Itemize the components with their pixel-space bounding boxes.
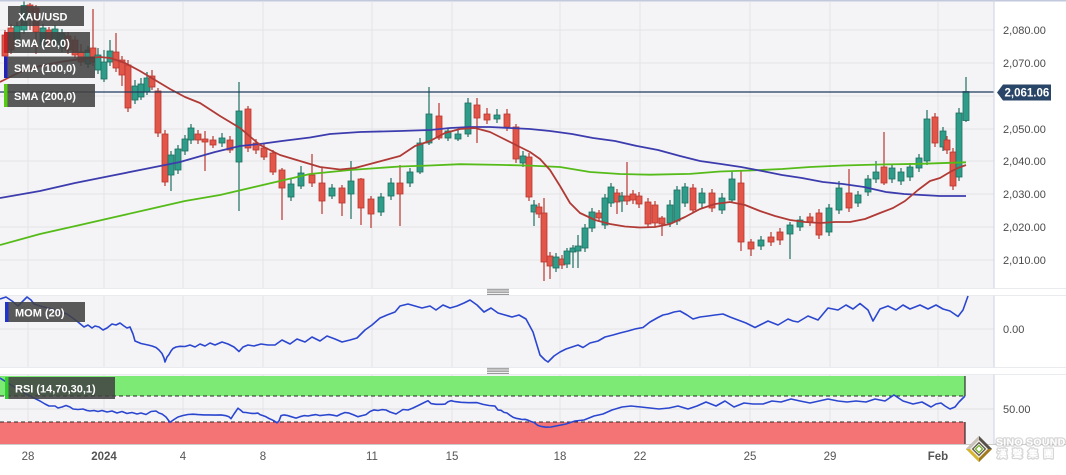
svg-text:SMA (20,0): SMA (20,0) [14,38,70,50]
svg-text:2024: 2024 [91,451,117,463]
svg-text:XAU/USD: XAU/USD [18,12,68,24]
svg-text:22: 22 [634,451,647,463]
svg-text:25: 25 [744,451,757,463]
svg-text:漢聲集團: 漢聲集團 [997,448,1059,461]
svg-text:2,050.00: 2,050.00 [1003,124,1046,136]
svg-text:2,070.00: 2,070.00 [1003,58,1046,70]
svg-text:2,061.06: 2,061.06 [1005,88,1050,100]
svg-text:2,030.00: 2,030.00 [1003,189,1046,201]
svg-text:2,010.00: 2,010.00 [1003,255,1046,267]
svg-text:RSI (14,70,30,1): RSI (14,70,30,1) [15,384,96,396]
svg-text:SINO SOUND: SINO SOUND [996,437,1066,449]
svg-text:11: 11 [366,451,378,463]
svg-text:2,020.00: 2,020.00 [1003,222,1046,234]
svg-text:Feb: Feb [928,451,948,463]
svg-text:28: 28 [22,451,35,463]
svg-text:8: 8 [260,451,266,463]
svg-text:18: 18 [554,451,567,463]
svg-text:漢聲集團: 漢聲集團 [997,448,1059,461]
svg-text:2,080.00: 2,080.00 [1003,25,1046,37]
svg-text:SINO SOUND: SINO SOUND [996,437,1066,449]
svg-text:15: 15 [446,451,459,463]
svg-text:29: 29 [824,451,837,463]
svg-text:2,040.00: 2,040.00 [1003,156,1046,168]
svg-text:50.00: 50.00 [1003,404,1031,416]
svg-text:4: 4 [180,451,187,463]
svg-text:0.00: 0.00 [1003,324,1024,336]
svg-text:SMA (200,0): SMA (200,0) [14,91,76,103]
svg-text:MOM (20): MOM (20) [15,308,65,320]
svg-text:SMA (100,0): SMA (100,0) [14,63,76,75]
